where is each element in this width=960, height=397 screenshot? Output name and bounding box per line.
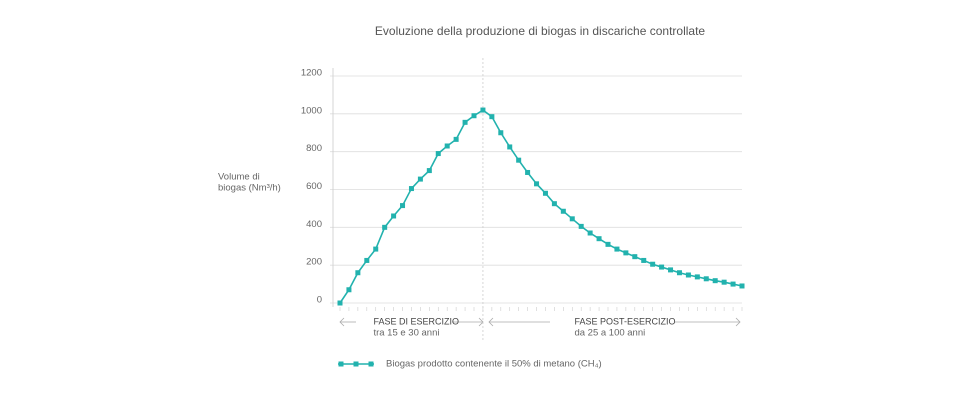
point-marker [694,274,700,280]
point-marker [346,287,352,293]
point-marker [605,241,611,247]
point-marker [382,224,388,230]
point-marker [355,270,361,276]
point-marker [507,144,513,150]
point-marker [516,157,522,163]
legend-marker [353,361,359,367]
point-marker [498,130,504,136]
point-marker [551,201,557,207]
point-marker [525,169,531,175]
y-tick-label: 0 [317,295,322,306]
point-marker [400,203,406,209]
point-marker [337,300,343,306]
point-marker [364,257,370,263]
phase-title: FASE POST-ESERCIZIO [574,316,675,326]
y-axis-label: biogas (Nm³/h) [218,183,281,194]
point-marker [462,119,468,125]
point-marker [578,223,584,229]
y-tick-label: 1200 [301,68,322,79]
y-tick-label: 1000 [301,105,322,116]
point-marker [721,279,727,285]
point-marker [632,254,638,260]
phase-title: FASE DI ESERCIZIO [373,316,459,326]
point-marker [426,168,432,174]
series-line [339,109,743,304]
point-marker [650,261,656,267]
point-marker [453,136,459,142]
point-marker [703,276,709,282]
phase-arrows [339,317,741,327]
point-marker [641,257,647,263]
y-tick-label: 400 [306,219,322,230]
y-tick-label: 200 [306,257,322,268]
point-marker [480,107,486,113]
phase-subtitle: da 25 a 100 anni [574,328,645,339]
point-marker [560,208,566,214]
y-tick-label: 800 [306,143,322,154]
point-marker [623,250,629,256]
point-marker [739,283,745,289]
point-marker [444,143,450,149]
point-marker [391,213,397,219]
point-marker [596,236,602,242]
point-marker [676,270,682,276]
point-marker [417,176,423,182]
legend-label: Biogas prodotto contenente il 50% di met… [386,359,602,370]
point-marker [435,151,441,157]
y-axis-label: Volume di [218,172,260,183]
point-marker [659,264,665,270]
chart-title: Evoluzione della produzione di biogas in… [375,24,706,38]
phase-subtitle: tra 15 e 30 anni [373,328,439,339]
point-marker [489,114,495,120]
y-tick-label: 600 [306,181,322,192]
point-marker [408,186,414,192]
legend-marker [368,361,374,367]
point-marker [730,281,736,287]
point-marker [373,246,379,252]
point-marker [587,230,593,236]
point-marker [534,181,540,187]
point-marker [614,246,620,252]
point-marker [668,267,674,273]
point-marker [712,278,718,284]
point-marker [471,113,477,119]
point-marker [542,190,548,196]
point-marker [569,216,575,222]
legend-marker [338,361,344,367]
point-marker [685,272,691,278]
